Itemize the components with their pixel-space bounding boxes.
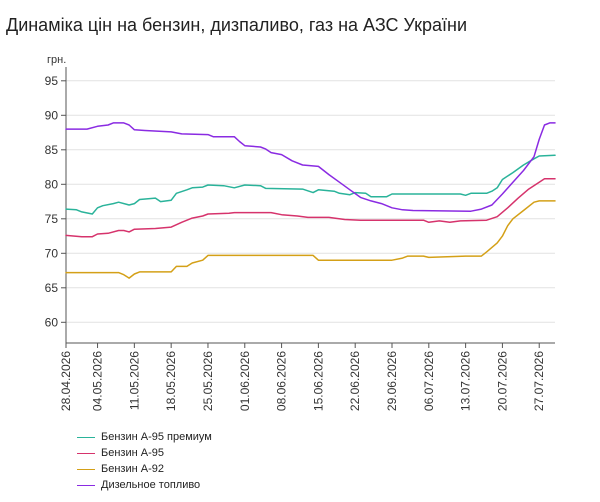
chart-legend: Бензин А-95 премиум Бензин А-95 Бензин А-9…	[77, 430, 212, 494]
legend-item-1[interactable]: Бензин А-95	[77, 446, 212, 460]
y-tick-label-95: 95	[45, 74, 59, 88]
legend-swatch-0	[77, 436, 95, 438]
x-tick-label-12: 20.07.2026	[495, 351, 509, 411]
x-tick-label-6: 08.06.2026	[275, 351, 289, 411]
y-tick-label-70: 70	[45, 246, 59, 260]
x-tick-label-13: 27.07.2026	[532, 351, 546, 411]
series-line-0	[65, 154, 556, 215]
y-axis-unit-label: грн.	[47, 54, 66, 66]
legend-item-2[interactable]: Бензин А-92	[77, 462, 212, 476]
legend-swatch-3	[77, 484, 95, 486]
x-tick-label-2: 11.05.2026	[127, 351, 141, 410]
x-tick-label-4: 25.05.2026	[201, 351, 215, 411]
y-tick-label-60: 60	[45, 315, 59, 329]
chart-title: Динаміка цін на бензин, дизпаливо, газ н…	[6, 15, 468, 35]
legend-swatch-1	[77, 452, 95, 454]
legend-label-0: Бензин А-95 премиум	[101, 431, 212, 443]
line-chart: грн. 60 65 70 75 80 85 90 95 28.04.2026 04.05.2026…	[45, 54, 556, 411]
series-line-2	[65, 200, 556, 279]
y-tick-label-85: 85	[45, 143, 59, 157]
x-tick-label-10: 06.07.2026	[422, 351, 436, 411]
y-tick-label-90: 90	[45, 108, 59, 122]
x-tick-label-5: 01.06.2026	[238, 351, 252, 411]
legend-item-3[interactable]: Дизельное топливо	[77, 478, 212, 492]
x-tick-label-8: 22.06.2026	[348, 351, 362, 411]
legend-label-3: Дизельное топливо	[101, 479, 201, 491]
x-tick-label-11: 13.07.2026	[459, 351, 473, 411]
x-tick-label-1: 04.05.2026	[91, 351, 105, 411]
x-tick-label-3: 18.05.2026	[164, 351, 178, 411]
series-line-1	[65, 178, 556, 238]
x-tick-label-0: 28.04.2026	[59, 351, 73, 411]
y-tick-label-65: 65	[45, 281, 59, 295]
legend-label-2: Бензин А-92	[101, 463, 164, 475]
x-tick-label-7: 15.06.2026	[311, 351, 325, 411]
legend-swatch-2	[77, 468, 95, 470]
legend-item-0[interactable]: Бензин А-95 премиум	[77, 430, 212, 444]
legend-label-1: Бензин А-95	[101, 447, 164, 459]
y-tick-label-75: 75	[45, 212, 59, 226]
series-line-3	[65, 122, 556, 212]
x-tick-label-9: 29.06.2026	[385, 351, 399, 411]
y-tick-label-80: 80	[45, 177, 59, 191]
